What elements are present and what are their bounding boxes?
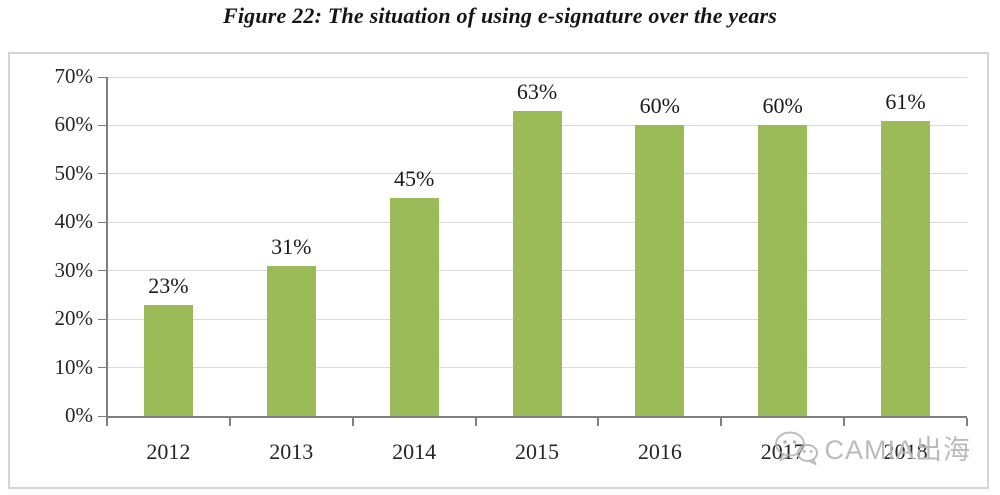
bar-value-label: 45% xyxy=(393,166,435,192)
figure-title: Figure 22: The situation of using e-sign… xyxy=(222,3,778,28)
y-axis-label: 10% xyxy=(54,354,94,379)
y-axis-tick xyxy=(98,76,107,78)
y-axis-label: 20% xyxy=(54,306,94,331)
x-axis-tick xyxy=(106,418,108,426)
bar-2018 xyxy=(881,120,931,416)
x-axis-label-2012: 2012 xyxy=(146,439,191,464)
x-axis-label-2018: 2018 xyxy=(883,439,928,464)
x-axis-tick xyxy=(474,418,477,426)
x-axis-label-2015: 2015 xyxy=(515,439,559,464)
x-axis-label-2016: 2016 xyxy=(637,439,682,464)
y-axis-tick xyxy=(98,367,107,369)
x-axis-label-2013: 2013 xyxy=(269,439,314,464)
y-axis-tick xyxy=(98,124,107,126)
y-axis-tick xyxy=(98,270,107,272)
y-axis-label: 60% xyxy=(54,112,94,137)
chart-container: CAMIA出海 0% 10% 20% 30% 40% 50% 60% 70% 23% 2012 31… xyxy=(8,52,989,489)
y-axis-line xyxy=(106,77,108,418)
y-axis-tick xyxy=(98,173,107,175)
x-axis-tick xyxy=(843,418,846,426)
x-axis-line xyxy=(106,416,967,418)
bar-value-label: 60% xyxy=(762,93,803,119)
x-axis-tick xyxy=(720,418,723,426)
x-axis-tick xyxy=(597,418,600,426)
x-axis-tick xyxy=(228,418,231,426)
y-axis-label: 70% xyxy=(54,64,94,88)
bar-2015 xyxy=(512,110,562,416)
x-axis-tick xyxy=(966,418,968,426)
bar-value-label: 63% xyxy=(516,78,558,104)
y-axis-tick xyxy=(98,318,107,320)
x-axis-label-2014: 2014 xyxy=(392,439,437,464)
bar-2012 xyxy=(143,304,193,416)
x-axis-label-2017: 2017 xyxy=(760,439,805,464)
bar-2013 xyxy=(266,265,316,416)
bar-2017 xyxy=(758,125,808,416)
y-axis-label: 50% xyxy=(54,160,94,185)
y-axis-label: 0% xyxy=(65,403,93,427)
y-axis-label: 30% xyxy=(54,257,94,282)
bar-2016 xyxy=(635,125,685,416)
y-axis-label: 40% xyxy=(54,209,94,234)
bar-value-label: 60% xyxy=(639,93,681,119)
bar-value-label: 31% xyxy=(271,233,312,259)
bar-2014 xyxy=(389,198,439,416)
y-axis-tick xyxy=(98,415,107,417)
bar-value-label: 23% xyxy=(148,272,189,298)
y-axis-tick xyxy=(98,221,107,223)
y-gridline xyxy=(107,76,967,78)
bar-value-label: 61% xyxy=(885,88,926,114)
x-axis-tick xyxy=(351,418,354,426)
